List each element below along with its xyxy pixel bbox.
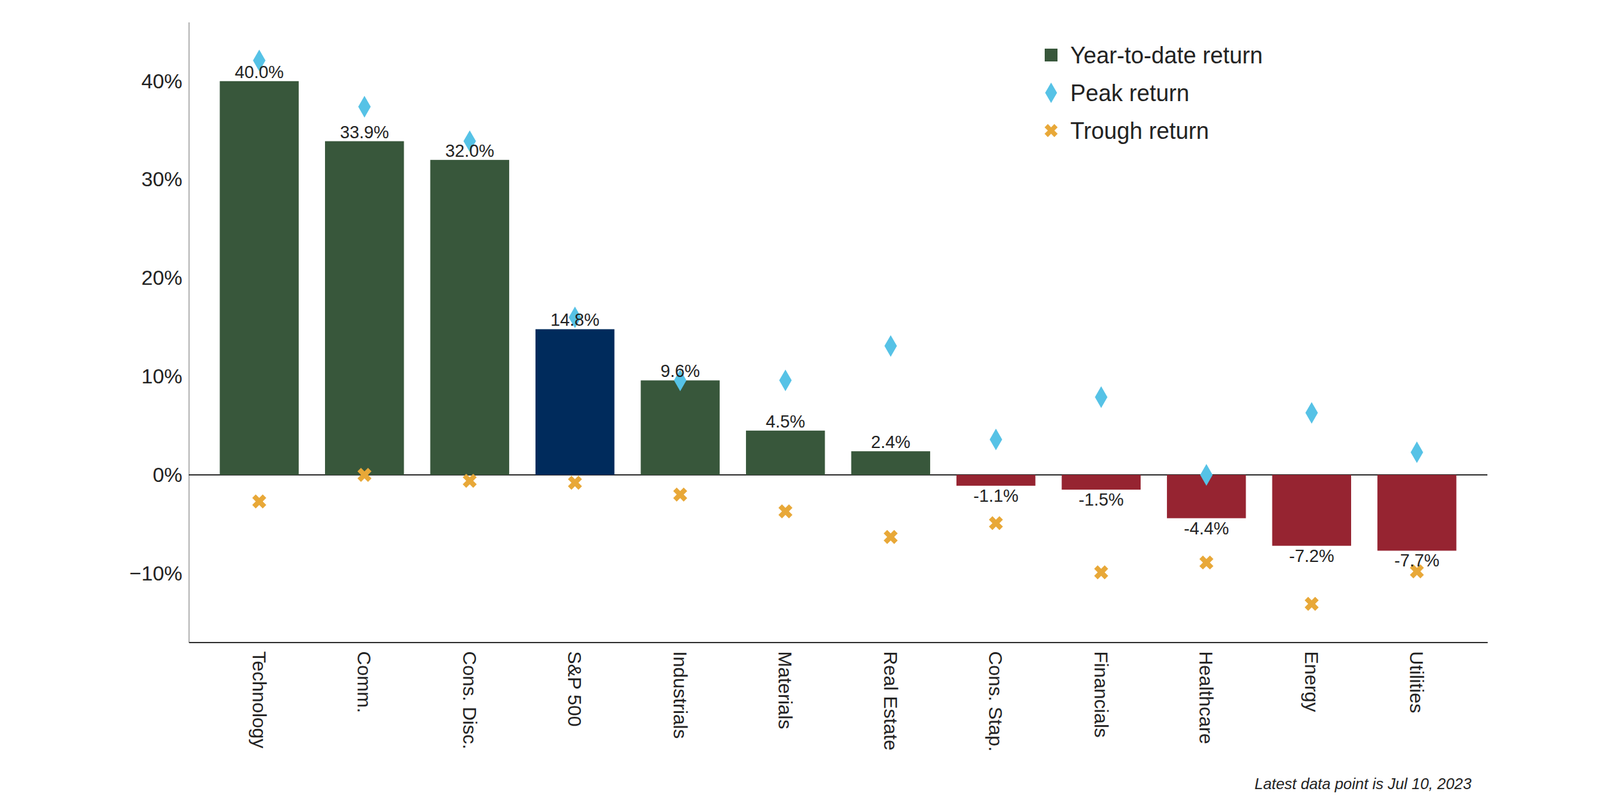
peak-marker [358,95,372,118]
marker-series [252,49,1423,486]
bar [430,159,510,475]
y-tick-label: 30% [141,167,183,191]
trough-marker [353,464,375,486]
x-tick: Technology [248,642,270,749]
y-tick: 30% [141,167,189,191]
data-label: 40.0% [234,62,285,82]
data-label: 9.6% [660,361,700,381]
x-axis: Technology Comm. Cons. Disc. S&P 500 Industr… [189,642,1489,752]
legend-item: Peak return [1045,79,1190,107]
y-tick: 20% [141,266,189,290]
bar-series [220,81,1457,551]
trough-marker [669,483,691,505]
annotation: Latest data point is Jul 10, 2023 [1254,774,1473,793]
legend-swatch [1044,48,1058,62]
plot-marks [220,49,1457,615]
x-tick-label: Cons. Disc. [459,651,481,750]
bar [745,430,825,475]
bar [324,141,404,475]
x-tick-label: Financials [1090,651,1112,738]
data-label: -7.7% [1394,550,1441,571]
y-tick-label: 20% [141,266,183,290]
bar [1272,474,1352,546]
trough-marker [248,490,270,512]
x-tick: Financials [1090,642,1112,738]
x-tick-label: Real Estate [880,651,902,751]
y-axis: −10% 0% 10% 20% 30% 40% [129,22,189,643]
x-tick-label: Energy [1301,651,1323,713]
legend: Year-to-date return Peak return Trough ret… [1041,42,1263,144]
data-label: 32.0% [445,141,495,161]
trough-marker [564,472,586,494]
x-tick: S&P 500 [564,642,586,727]
bar [851,451,931,475]
y-tick-label: 0% [152,463,183,487]
data-labels: 40.0% 33.9% 32.0% 14.8% 9.6% 4.5% 2.4% -1.1% -1.… [234,62,1440,571]
x-tick: Industrials [669,642,691,739]
y-tick: −10% [129,561,189,585]
peak-marker [779,369,793,391]
x-tick: Cons. Disc. [459,642,481,750]
x-tick: Materials [774,642,796,730]
bar [956,474,1036,486]
y-axis-line [188,22,191,643]
y-tick-label: 10% [141,364,183,388]
peak-marker [884,335,897,357]
x-tick-label: Healthcare [1195,651,1217,745]
x-tick: Real Estate [880,642,902,751]
peak-marker [1200,463,1213,486]
legend-item: Year-to-date return [1044,42,1263,69]
x-tick: Comm. [353,642,375,714]
data-label: -1.1% [973,486,1019,506]
trough-marker [774,500,796,523]
trough-marker [1301,593,1323,615]
data-label: 14.8% [550,310,600,330]
legend-label: Peak return [1070,79,1190,107]
data-label: -4.4% [1183,518,1229,539]
legend-label: Year-to-date return [1070,42,1263,69]
y-tick: 0% [152,463,189,487]
x-tick-label: Materials [774,651,796,730]
x-tick-label: Cons. Stap. [985,651,1007,752]
peak-marker [1305,401,1319,424]
chart: −10% 0% 10% 20% 30% 40% Technology Comm. Cons. D… [0,0,1600,800]
data-label: 4.5% [765,411,806,432]
peak-marker [1410,441,1424,464]
bar [1377,474,1457,551]
legend-swatch [1045,82,1058,103]
x-tick-label: Utilities [1406,651,1428,714]
x-tick: Cons. Stap. [985,642,1007,752]
trough-marker [880,525,902,547]
x-tick-label: Technology [248,651,270,749]
bar [535,328,615,475]
data-label: 2.4% [870,432,911,452]
data-label: -7.2% [1289,546,1335,566]
x-tick: Utilities [1406,642,1428,714]
bar [1061,474,1141,490]
trough-marker [459,470,481,492]
legend-item: Trough return [1041,117,1210,144]
x-tick-label: Industrials [669,651,691,739]
trough-marker [1195,551,1217,573]
x-tick-label: S&P 500 [564,651,586,727]
x-tick: Healthcare [1195,642,1217,745]
trough-marker [1090,561,1112,583]
x-tick-label: Comm. [353,651,375,714]
x-tick: Energy [1301,642,1323,713]
peak-marker [1095,386,1109,409]
peak-marker [989,428,1003,451]
data-label: -1.5% [1078,490,1125,510]
x-axis-line [189,641,1489,643]
y-tick-label: −10% [129,561,183,585]
bar [641,380,720,475]
bar [220,81,299,475]
y-tick: 10% [141,364,189,388]
legend-label: Trough return [1070,117,1210,144]
data-label: 33.9% [339,122,389,143]
trough-marker [985,512,1007,534]
legend-swatch [1041,120,1062,141]
marker-series [248,464,1428,615]
y-tick: 40% [141,69,189,93]
y-tick-label: 40% [141,69,183,93]
